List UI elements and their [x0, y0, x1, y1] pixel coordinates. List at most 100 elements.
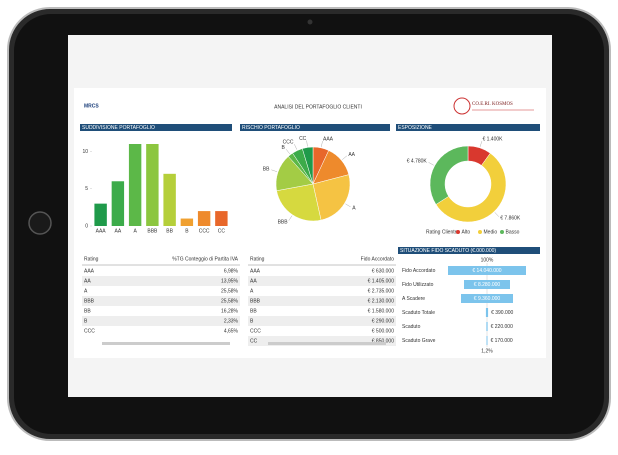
cell: € 2.735.000 — [368, 288, 395, 294]
slice-label: BB — [263, 166, 270, 172]
logo-right: CO.E.RI. KOSMOS — [472, 102, 513, 107]
cell: BBB — [84, 298, 95, 304]
row-band — [248, 336, 396, 346]
row-band — [248, 296, 396, 306]
logo-mark — [453, 97, 471, 115]
row-band — [248, 276, 396, 286]
bar — [128, 144, 142, 226]
cell: € 500.000 — [372, 328, 394, 334]
x-tick-label: CC — [218, 228, 226, 234]
column-header: Rating — [250, 256, 265, 262]
slice — [435, 152, 507, 223]
cell: 25,58% — [221, 298, 239, 304]
section-header — [240, 124, 390, 131]
cell: B — [84, 318, 88, 324]
home-button[interactable] — [28, 211, 52, 235]
funnel-top-label: 100% — [481, 257, 494, 263]
x-tick-label: AA — [115, 228, 122, 234]
category-label: Scaduto — [402, 324, 421, 330]
section-header — [396, 124, 540, 131]
slice-label: BBB — [278, 220, 289, 226]
slice-label: A — [352, 205, 356, 211]
value-label: € 9.360.000 — [474, 296, 501, 302]
cell: 25,58% — [221, 288, 239, 294]
slice-label: CCC — [283, 140, 294, 146]
cell: A — [84, 288, 88, 294]
x-tick-label: CCC — [199, 228, 210, 234]
cell: € 1.580.000 — [368, 308, 395, 314]
row-band — [82, 276, 240, 286]
row-band — [82, 296, 240, 306]
cell: AAA — [84, 268, 95, 274]
leader-line — [345, 203, 351, 208]
funnel-bar — [448, 266, 526, 275]
leader-line — [479, 141, 483, 147]
cell: € 290.000 — [372, 318, 394, 324]
cell: 6,98% — [224, 268, 239, 274]
category-label: Scaduto Grave — [402, 338, 436, 344]
cell: AA — [84, 278, 91, 284]
leader-line — [294, 144, 298, 150]
cell: € 630.000 — [372, 268, 394, 274]
cell: 2,33% — [224, 318, 239, 324]
value-label: € 7.860K — [500, 216, 521, 222]
bar — [163, 173, 176, 226]
scrollbar — [102, 342, 230, 345]
legend-swatch — [456, 230, 460, 234]
category-label: Fido Accordato — [402, 268, 436, 274]
legend-title: Rating Cliente — [426, 229, 458, 235]
bar — [111, 181, 125, 226]
value-label: € 4.780K — [407, 159, 428, 165]
section-title: SITUAZIONE FIDO SCADUTO (€.000.000) — [400, 248, 496, 254]
value-label: € 170.000 — [490, 338, 512, 344]
funnel-bar — [486, 336, 488, 345]
value-label: € 390.000 — [491, 310, 513, 316]
leader-line — [288, 215, 293, 221]
cell: BBB — [250, 298, 261, 304]
column-header: %TG Conteggio di Partita IVA — [172, 256, 238, 262]
cell: AA — [250, 278, 257, 284]
section-title: ESPOSIZIONE — [398, 125, 433, 131]
cell: 4,65% — [224, 328, 239, 334]
value-label: € 14.040.000 — [472, 268, 501, 274]
cell: B — [250, 318, 254, 324]
legend-swatch — [478, 230, 482, 234]
section-title: RISCHIO PORTAFOGLIO — [242, 125, 300, 131]
cell: CCC — [250, 328, 261, 334]
cell: 16,28% — [221, 308, 239, 314]
category-label: Fido Utilizzato — [402, 282, 434, 288]
column-header: Rating — [84, 256, 99, 262]
slice-label: CC — [299, 136, 307, 142]
slice-label: AA — [348, 152, 355, 158]
row-band — [82, 316, 240, 326]
row-band — [248, 316, 396, 326]
x-tick-label: BB — [166, 228, 173, 234]
y-tick-label: 10 — [82, 149, 88, 155]
category-label: Scaduto Totale — [402, 310, 435, 316]
legend-label: Basso — [506, 229, 520, 235]
slice — [276, 183, 322, 222]
cell: AAA — [250, 268, 261, 274]
leader-line — [428, 162, 434, 166]
y-tick-label: 5 — [85, 186, 88, 192]
funnel-bar — [485, 308, 489, 317]
column-header: Fido Accordato — [361, 256, 395, 262]
camera — [307, 19, 313, 25]
leader-line — [306, 140, 308, 147]
slice — [312, 174, 351, 221]
funnel-bar — [486, 322, 488, 331]
cell: CC — [250, 338, 258, 344]
slice — [429, 145, 469, 205]
bar — [180, 218, 194, 226]
x-tick-label: B — [185, 228, 189, 234]
logo-left: MRCS — [84, 103, 99, 109]
leader-line — [271, 169, 278, 172]
scrollbar — [268, 342, 386, 345]
value-label: € 8.280.000 — [474, 282, 501, 288]
leader-line — [494, 212, 500, 217]
category-label: A Scadere — [402, 296, 425, 302]
cell: BB — [250, 308, 257, 314]
value-label: € 1.400K — [482, 137, 503, 143]
dashboard-title: ANALISI DEL PORTAFOGLIO CLIENTI — [274, 104, 362, 110]
